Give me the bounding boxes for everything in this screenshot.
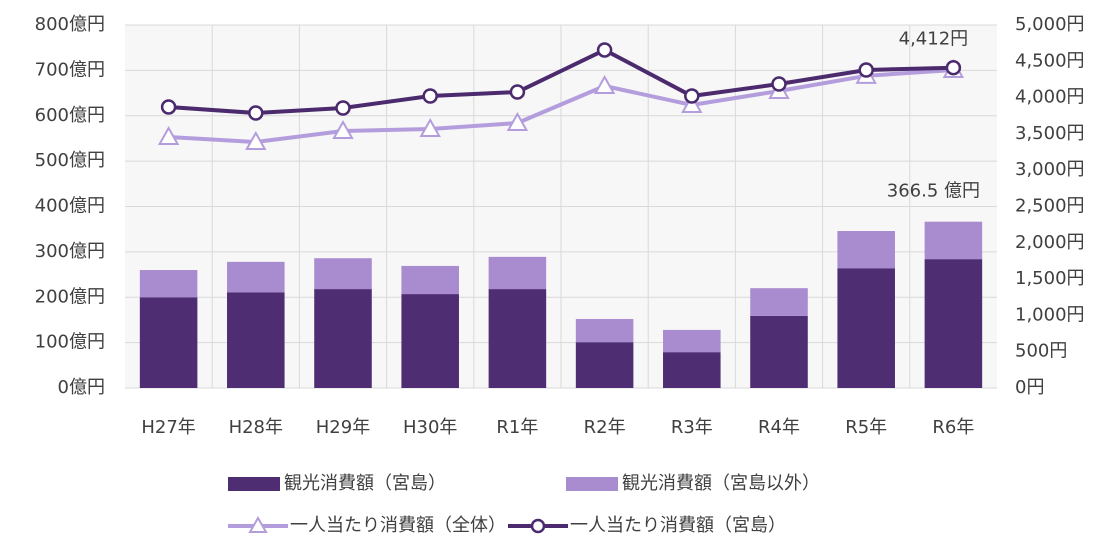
marker bbox=[419, 117, 441, 138]
marker bbox=[506, 111, 529, 132]
bar bbox=[314, 289, 372, 388]
bar bbox=[837, 231, 895, 269]
legend-label: 一人当たり消費額（全体） bbox=[290, 515, 506, 536]
y-tick-label: 0億円 bbox=[58, 377, 105, 398]
marker bbox=[681, 93, 703, 114]
marker bbox=[771, 76, 787, 92]
x-tick-label: R6年 bbox=[932, 417, 974, 438]
marker bbox=[332, 119, 354, 139]
bar bbox=[227, 292, 285, 388]
bar bbox=[575, 342, 634, 388]
marker bbox=[422, 88, 438, 104]
marker bbox=[248, 105, 264, 121]
marker bbox=[509, 84, 526, 100]
y2-tick-label: 5,000円 bbox=[1015, 14, 1085, 35]
legend-label: 一人当たり消費額（宮島） bbox=[570, 515, 786, 536]
legend-marker bbox=[530, 518, 546, 534]
bar bbox=[750, 288, 808, 316]
y-tick-label: 100億円 bbox=[35, 332, 105, 353]
marker bbox=[684, 88, 700, 104]
legend-label: 観光消費額（宮島以外） bbox=[622, 473, 820, 494]
bar bbox=[837, 268, 895, 388]
y2-tick-label: 4,500円 bbox=[1015, 50, 1085, 71]
x-tick-label: R5年 bbox=[845, 417, 887, 438]
y-tick-label: 700億円 bbox=[35, 59, 105, 80]
y-tick-label: 200億円 bbox=[35, 286, 105, 307]
bar bbox=[750, 315, 808, 388]
bar bbox=[663, 352, 721, 388]
legend-marker bbox=[248, 515, 268, 533]
bar bbox=[488, 256, 547, 290]
x-tick-label: R2年 bbox=[584, 417, 626, 438]
y-tick-label: 600億円 bbox=[35, 105, 105, 126]
y2-tick-label: 3,000円 bbox=[1015, 159, 1085, 180]
y2-tick-label: 2,500円 bbox=[1015, 196, 1085, 217]
legend-swatch bbox=[228, 477, 280, 491]
x-tick-label: H27年 bbox=[141, 417, 195, 438]
y2-tick-label: 4,000円 bbox=[1015, 87, 1085, 108]
bar bbox=[139, 270, 198, 298]
x-tick-label: R3年 bbox=[671, 417, 713, 438]
y2-tick-label: 1,000円 bbox=[1015, 304, 1085, 325]
y2-tick-label: 3,500円 bbox=[1015, 123, 1085, 144]
marker bbox=[858, 62, 874, 78]
x-tick-label: H28年 bbox=[229, 417, 283, 438]
bar bbox=[575, 319, 634, 343]
legend-label: 観光消費額（宮島） bbox=[284, 473, 446, 494]
marker bbox=[593, 74, 616, 94]
x-tick-label: R1年 bbox=[496, 417, 538, 438]
line bbox=[168, 47, 954, 115]
marker bbox=[945, 59, 962, 76]
bar bbox=[488, 289, 547, 388]
bar bbox=[139, 297, 198, 388]
bar bbox=[924, 259, 983, 388]
marker bbox=[245, 130, 267, 151]
y-tick-label: 800億円 bbox=[35, 14, 105, 35]
x-tick-label: R4年 bbox=[758, 417, 800, 438]
marker bbox=[596, 42, 613, 58]
marker bbox=[335, 100, 351, 116]
y2-tick-label: 2,000円 bbox=[1015, 232, 1085, 253]
legend-swatch bbox=[566, 477, 618, 491]
marker bbox=[157, 125, 180, 146]
y-tick-label: 400億円 bbox=[35, 196, 105, 217]
x-tick-label: H30年 bbox=[403, 417, 457, 438]
y2-tick-label: 0円 bbox=[1015, 377, 1044, 398]
marker bbox=[160, 99, 177, 115]
x-tick-label: H29年 bbox=[316, 417, 370, 438]
y2-tick-label: 1,500円 bbox=[1015, 268, 1085, 289]
line bbox=[168, 68, 954, 145]
total-label: 366.5 億円 bbox=[887, 181, 980, 202]
bar bbox=[227, 261, 285, 293]
y2-tick-label: 500円 bbox=[1015, 341, 1067, 362]
bar bbox=[401, 294, 459, 388]
bar bbox=[314, 258, 372, 290]
bar bbox=[924, 221, 983, 260]
y-tick-label: 300億円 bbox=[35, 241, 105, 262]
y-tick-label: 500億円 bbox=[35, 150, 105, 171]
bar bbox=[663, 329, 721, 353]
bar bbox=[401, 265, 459, 295]
data-label: 4,412円 bbox=[899, 29, 969, 50]
